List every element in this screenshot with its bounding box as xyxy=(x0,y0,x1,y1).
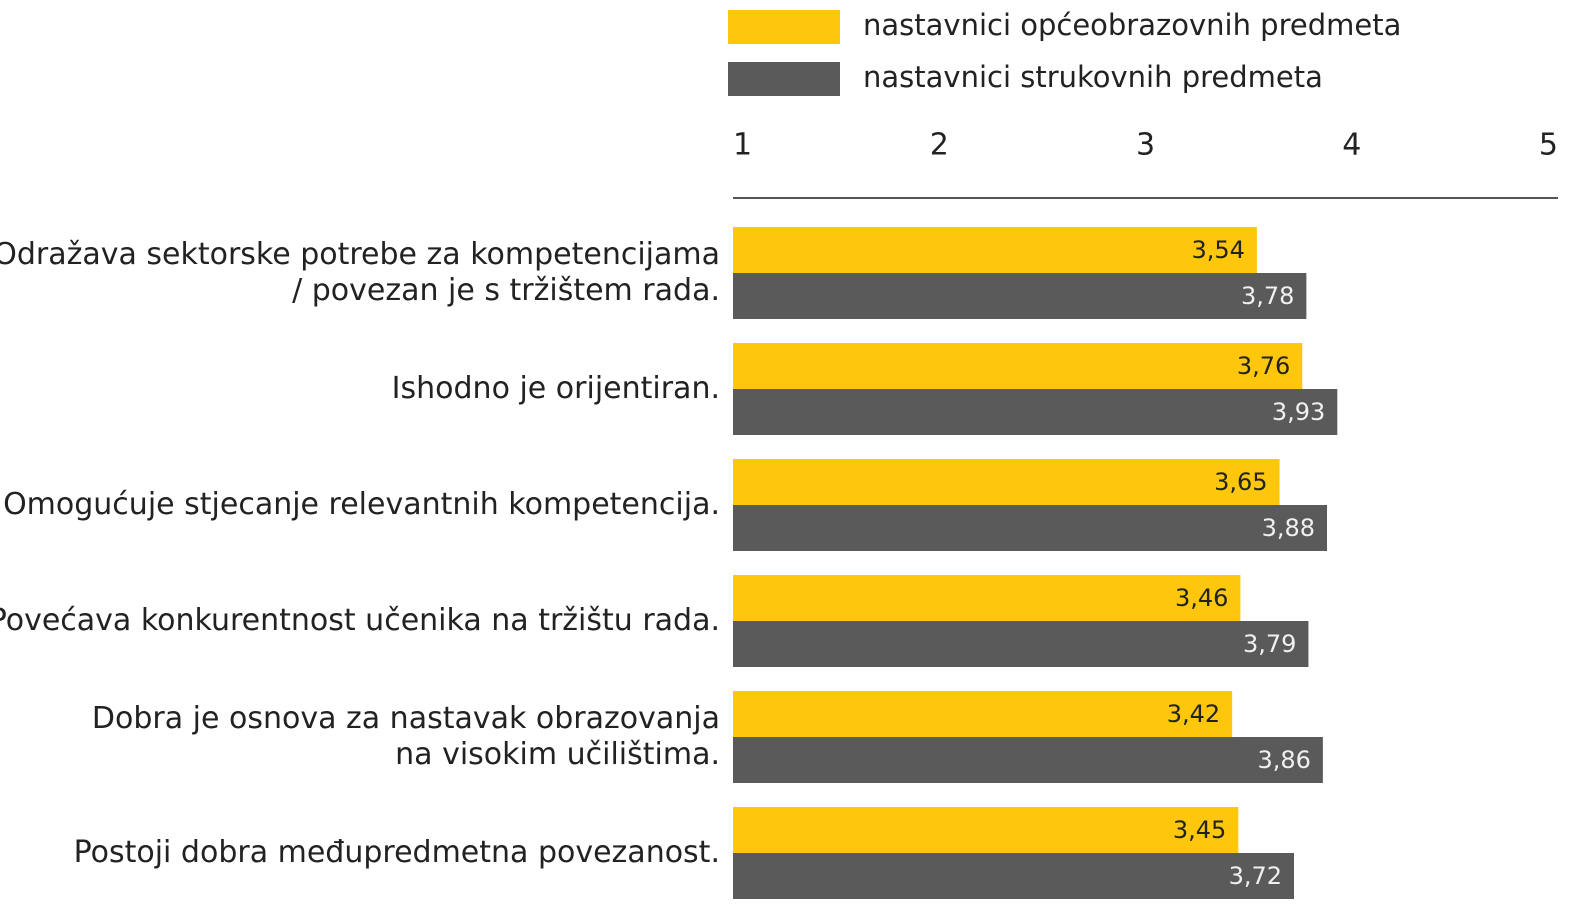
x-tick-label: 5 xyxy=(1539,128,1558,163)
bar xyxy=(733,343,1303,389)
x-tick-label: 1 xyxy=(733,128,752,163)
value-label: 3,88 xyxy=(1262,514,1315,542)
category-label: Odražava sektorske potrebe za kompetenci… xyxy=(0,237,720,308)
category-line: Ishodno je orijentiran. xyxy=(392,371,720,406)
bar xyxy=(733,807,1239,853)
category-line: / povezan je s tržištem rada. xyxy=(292,273,720,308)
category-label: Ishodno je orijentiran. xyxy=(392,371,720,406)
value-label: 3,93 xyxy=(1272,398,1325,426)
value-label: 3,42 xyxy=(1167,700,1220,728)
category-label: Omogućuje stjecanje relevantnih kompeten… xyxy=(3,487,720,522)
x-tick-label: 4 xyxy=(1342,128,1361,163)
bar xyxy=(733,621,1309,667)
bar xyxy=(733,737,1323,783)
category-label: Povećava konkurentnost učenika na tržišt… xyxy=(0,603,720,638)
category-line: Povećava konkurentnost učenika na tržišt… xyxy=(0,603,720,638)
legend-swatch xyxy=(728,62,840,96)
category-line: Postoji dobra međupredmetna povezanost. xyxy=(74,835,720,870)
value-label: 3,86 xyxy=(1257,746,1310,774)
legend-label: nastavnici općeobrazovnih predmeta xyxy=(863,8,1401,42)
bar xyxy=(733,389,1338,435)
bar xyxy=(733,273,1307,319)
bar xyxy=(733,459,1280,505)
legend-label: nastavnici strukovnih predmeta xyxy=(863,60,1323,94)
category-label: Dobra je osnova za nastavak obrazovanja n… xyxy=(92,701,720,772)
category-line: Dobra je osnova za nastavak obrazovanja xyxy=(92,701,720,736)
bar xyxy=(733,505,1327,551)
value-label: 3,76 xyxy=(1237,352,1290,380)
x-tick-label: 2 xyxy=(930,128,949,163)
legend-swatch xyxy=(728,10,840,44)
x-tick-label: 3 xyxy=(1136,128,1155,163)
category-line: na visokim učilištima. xyxy=(395,737,720,772)
category-label: Postoji dobra međupredmetna povezanost. xyxy=(74,835,720,870)
bar xyxy=(733,691,1233,737)
value-label: 3,54 xyxy=(1191,236,1244,264)
value-label: 3,65 xyxy=(1214,468,1267,496)
category-line: Omogućuje stjecanje relevantnih kompeten… xyxy=(3,487,720,522)
bar xyxy=(733,853,1294,899)
value-label: 3,78 xyxy=(1241,282,1294,310)
category-line: Odražava sektorske potrebe za kompetenci… xyxy=(0,237,720,272)
bar xyxy=(733,227,1257,273)
value-label: 3,72 xyxy=(1229,862,1282,890)
value-label: 3,46 xyxy=(1175,584,1228,612)
value-label: 3,45 xyxy=(1173,816,1226,844)
value-label: 3,79 xyxy=(1243,630,1296,658)
bar xyxy=(733,575,1241,621)
